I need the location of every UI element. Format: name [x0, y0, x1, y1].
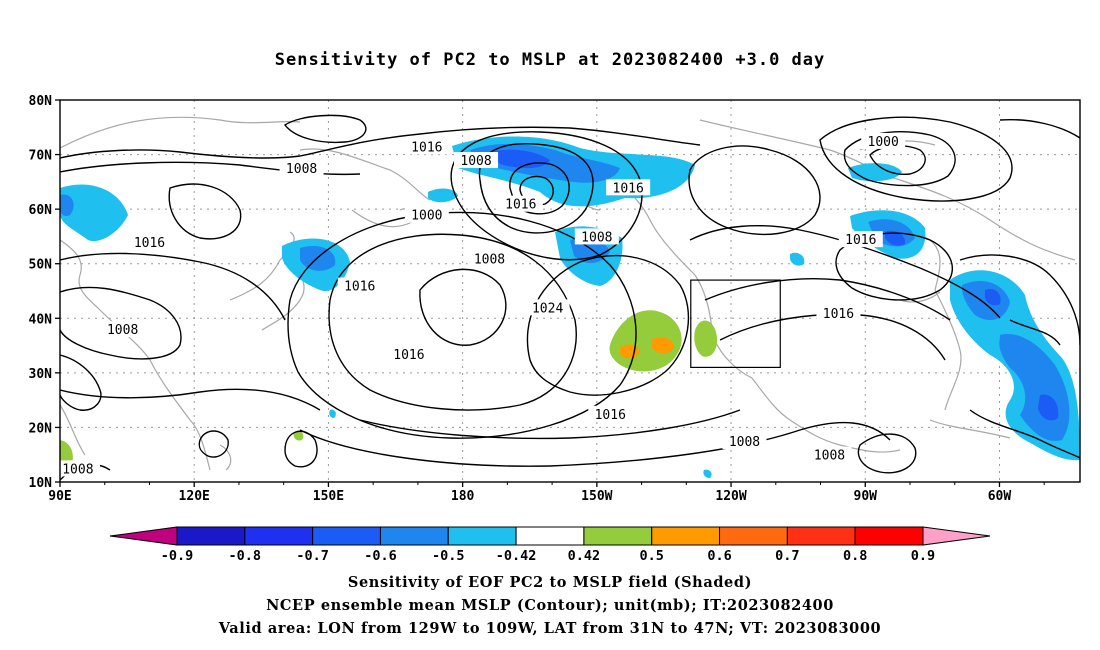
lat-tick-label: 70N: [29, 149, 53, 164]
contour-label-bg: [861, 132, 906, 149]
caption-line-1: Sensitivity of EOF PC2 to MSLP field (Sh…: [347, 574, 753, 591]
colorbar-swatch: [786, 526, 856, 546]
lat-tick-label: 20N: [29, 421, 53, 436]
colorbar-swatch: [379, 526, 449, 546]
colorbar-label: 0.6: [707, 548, 731, 564]
caption-line-2: NCEP ensemble mean MSLP (Contour); unit(…: [266, 597, 834, 614]
gridlines: [60, 100, 1080, 482]
colorbar-swatch: [447, 526, 517, 546]
colorbar-label: 0.5: [640, 548, 664, 564]
contour-label: 1016: [595, 408, 626, 423]
contour-label-bg: [386, 345, 431, 362]
colorbar-label: 0.8: [843, 548, 867, 564]
colorbar-swatch: [176, 526, 246, 546]
sensitivity-map: 1016 1008 1008 1016 1000 1000 1016 1016 1008 1008…: [29, 94, 1081, 564]
contour-label-bg: [467, 250, 512, 267]
contour-label: 1008: [460, 154, 491, 169]
valid-area-box: [690, 279, 781, 369]
lat-tick-label: 30N: [29, 367, 53, 382]
longitude-ticks: 90E 120E 150E 180 150W 120W 90W 60W: [48, 482, 1045, 504]
lat-tick-label: 50N: [29, 258, 53, 273]
map-frame: [59, 99, 1081, 483]
contour-label: 1000: [411, 209, 442, 224]
contour-label: 1016: [344, 280, 375, 295]
contour-label-bg: [454, 152, 499, 169]
contour-label-bg: [279, 160, 324, 177]
contour-label-bg: [404, 206, 449, 223]
contour-label: 1008: [729, 435, 760, 450]
contour-label: 1008: [581, 230, 612, 245]
positive-sensitivity-shading: [60, 310, 718, 466]
contour-label: 1008: [474, 252, 505, 267]
lat-tick-label: 10N: [29, 476, 53, 491]
contour-label-bg: [127, 233, 172, 250]
caption-line-3: Valid area: LON from 129W to 109W, LAT f…: [218, 620, 882, 637]
colorbar-swatch: [719, 526, 788, 546]
contour-label-bg: [60, 460, 100, 477]
contour-label: 1000: [868, 135, 899, 150]
contour-label: 1016: [134, 236, 165, 251]
contour-label-bg: [337, 277, 382, 294]
colorbar-label: 0.42: [568, 548, 601, 564]
colorbar-swatch: [583, 526, 653, 546]
lon-tick-label: 120E: [179, 489, 210, 504]
colorbar-label: -0.7: [296, 548, 329, 564]
contour-label-bg: [838, 231, 883, 248]
colorbar-swatch: [515, 526, 585, 546]
latitude-ticks: 80N 70N 60N 50N 40N 30N 20N 10N: [29, 94, 60, 491]
contour-label-bg: [574, 228, 619, 245]
colorbar-high-extend: [922, 526, 991, 546]
lon-tick-label: 90E: [48, 489, 71, 504]
lon-tick-label: 180: [451, 489, 475, 504]
map-title: Sensitivity of PC2 to MSLP at 2023082400…: [274, 50, 826, 70]
contour-label: 1016: [823, 307, 854, 322]
contour-label: 1016: [505, 198, 536, 213]
contour-labels: 1016 1008 1008 1016 1000 1000 1016 1016 1008 1008…: [60, 132, 906, 477]
colorbar-label: 0.9: [911, 548, 935, 564]
colorbar-swatch: [312, 526, 381, 546]
colorbar-swatch: [244, 526, 314, 546]
colorbar-label: -0.6: [364, 548, 397, 564]
contour-label: 1016: [411, 140, 442, 155]
colorbar-swatch: [854, 526, 924, 546]
contour-label-bg: [606, 179, 651, 196]
contour-label: 1008: [814, 449, 845, 464]
contour-label: 1016: [393, 348, 424, 363]
contour-label-bg: [525, 299, 570, 316]
contour-label-bg: [100, 321, 145, 338]
contour-label: 1024: [532, 301, 563, 316]
lon-tick-label: 60W: [988, 489, 1012, 504]
contour-label: 1016: [845, 233, 876, 248]
contour-label-bg: [588, 405, 633, 422]
colorbar-low-extend: [109, 526, 178, 546]
colorbar-label: 0.7: [775, 548, 799, 564]
lon-tick-label: 150E: [313, 489, 344, 504]
colorbar-label: -0.5: [432, 548, 465, 564]
contour-label-bg: [404, 138, 449, 155]
lon-tick-label: 90W: [854, 489, 878, 504]
contour-label: 1008: [62, 462, 93, 477]
colorbar-swatch: [651, 526, 721, 546]
contour-label-bg: [807, 446, 852, 463]
lon-tick-label: 120W: [715, 489, 746, 504]
lat-tick-label: 80N: [29, 94, 53, 109]
contour-label: 1016: [613, 181, 644, 196]
colorbar-label: -0.9: [161, 548, 194, 564]
contour-label-bg: [816, 304, 861, 321]
lon-tick-label: 150W: [581, 489, 612, 504]
colorbar-label: -0.8: [229, 548, 262, 564]
contour-label: 1008: [107, 323, 138, 338]
contour-label-bg: [722, 433, 767, 450]
colorbar: -0.9 -0.8 -0.7 -0.6 -0.5 -0.42 0.42 0.5 0.6 0.7 0.…: [109, 526, 991, 564]
lat-tick-label: 60N: [29, 203, 53, 218]
lat-tick-label: 40N: [29, 312, 53, 327]
contour-label-bg: [498, 195, 543, 212]
contour-label: 1008: [286, 162, 317, 177]
colorbar-label: -0.42: [496, 548, 537, 564]
